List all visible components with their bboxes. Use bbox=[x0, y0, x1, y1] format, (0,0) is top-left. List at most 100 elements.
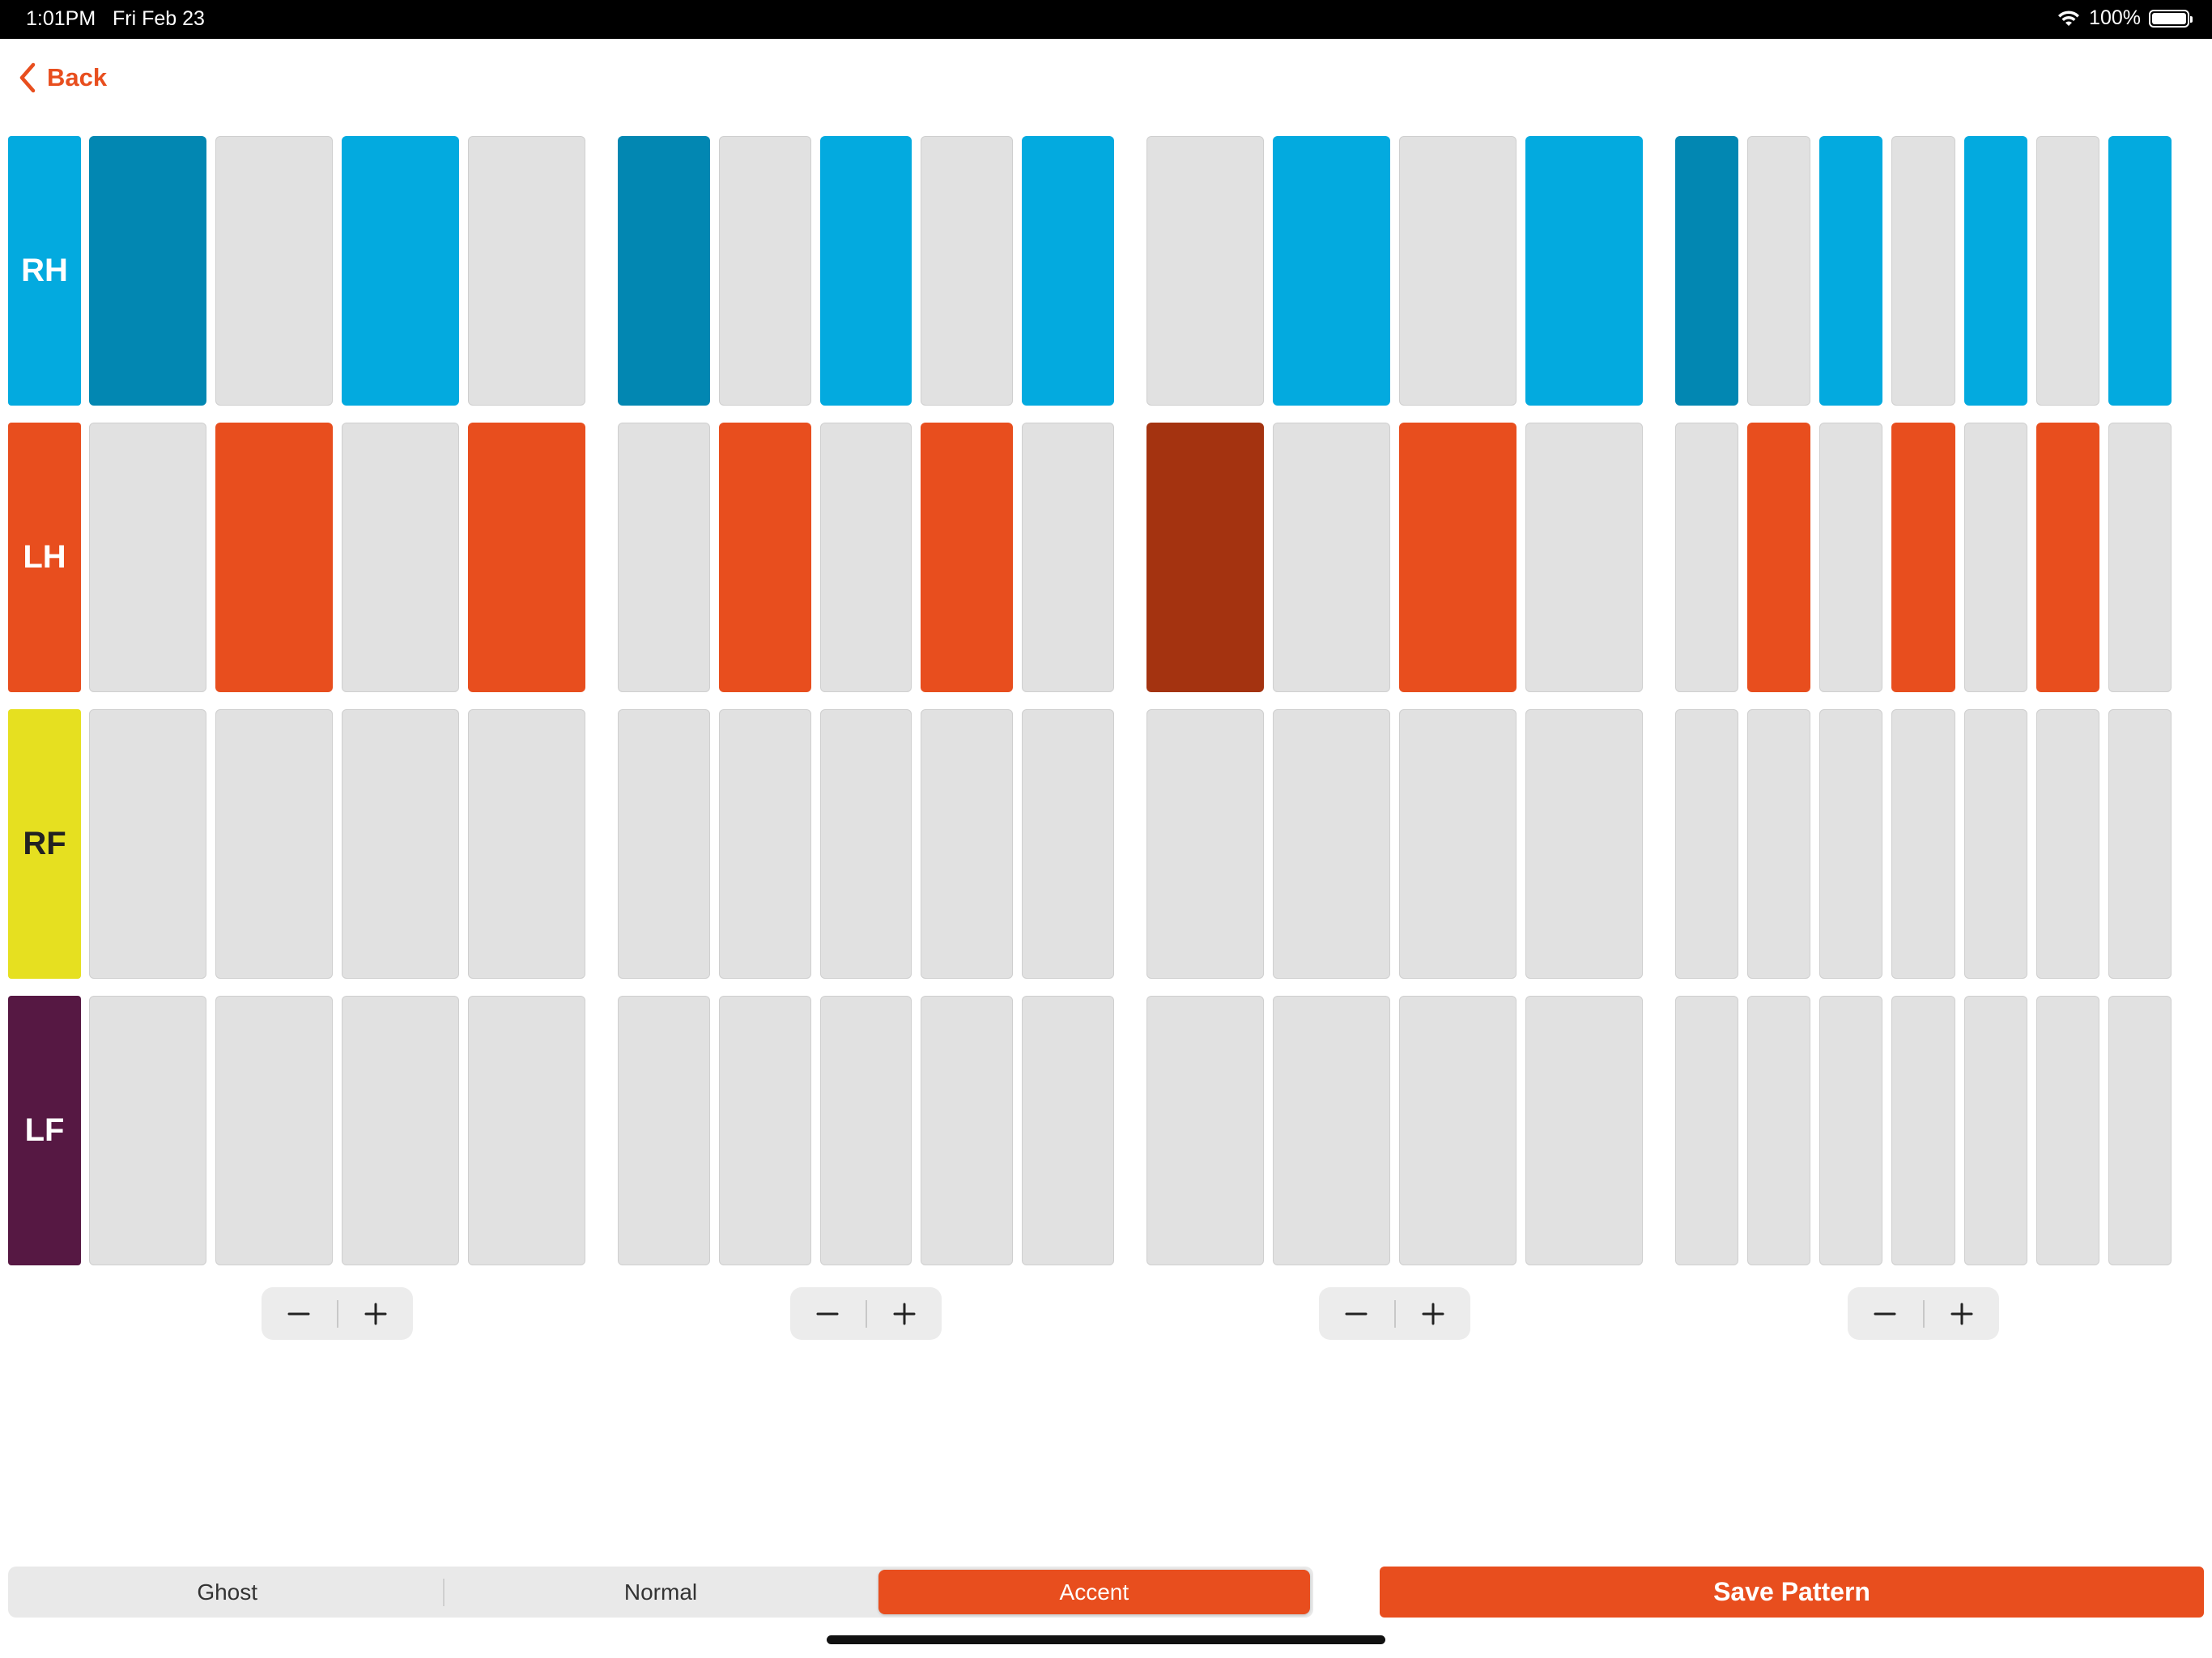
beat-4-lf-step-2[interactable] bbox=[1747, 996, 1811, 1265]
segment-normal[interactable]: Normal bbox=[623, 1579, 698, 1605]
beat-4-rf-step-7[interactable] bbox=[2108, 709, 2172, 979]
beat-4-lf-step-5[interactable] bbox=[1963, 996, 2027, 1265]
beat-3-lh-step-4[interactable] bbox=[1525, 423, 1643, 692]
beat-2-rf-step-3[interactable] bbox=[819, 709, 912, 979]
beat-4-rh-step-5[interactable] bbox=[1963, 136, 2027, 406]
beat-1-lf-step-4[interactable] bbox=[468, 996, 585, 1265]
beat-3-rf-step-4[interactable] bbox=[1525, 709, 1643, 979]
increment-button[interactable] bbox=[867, 1287, 942, 1340]
increment-button[interactable] bbox=[1925, 1287, 2000, 1340]
beat-3-rh-step-2[interactable] bbox=[1273, 136, 1390, 406]
beat-1-rf-step-3[interactable] bbox=[342, 709, 459, 979]
beat-4-lf-step-1[interactable] bbox=[1675, 996, 1739, 1265]
beat-3-rf-step-3[interactable] bbox=[1399, 709, 1516, 979]
beat-3-lh-step-1[interactable] bbox=[1146, 423, 1264, 692]
save-pattern-button[interactable]: Save Pattern bbox=[1380, 1567, 2204, 1618]
beat-4-lf-step-7[interactable] bbox=[2108, 996, 2172, 1265]
beat-1-lf-step-1[interactable] bbox=[89, 996, 206, 1265]
decrement-button[interactable] bbox=[1848, 1287, 1923, 1340]
decrement-button[interactable] bbox=[262, 1287, 337, 1340]
beat-4-lf-step-3[interactable] bbox=[1819, 996, 1883, 1265]
beat-2-lf-step-2[interactable] bbox=[718, 996, 811, 1265]
beat-3-lf-step-2[interactable] bbox=[1273, 996, 1390, 1265]
beat-2-rf-step-1[interactable] bbox=[618, 709, 710, 979]
segment-divider bbox=[443, 1578, 445, 1606]
beat-4-rh-step-4[interactable] bbox=[1891, 136, 1955, 406]
beat-3-rh-step-4[interactable] bbox=[1525, 136, 1643, 406]
beat-2-rf-step-4[interactable] bbox=[921, 709, 1014, 979]
beat-1-lh-step-3[interactable] bbox=[342, 423, 459, 692]
beat-4-lh-step-4[interactable] bbox=[1891, 423, 1955, 692]
beat-1-rh-step-2[interactable] bbox=[215, 136, 333, 406]
beat-2-rh-step-2[interactable] bbox=[718, 136, 811, 406]
beat-1-rh-step-1[interactable] bbox=[89, 136, 206, 406]
beat-1-rf-step-2[interactable] bbox=[215, 709, 333, 979]
limb-label-rf: RF bbox=[8, 709, 81, 979]
beat-2-lf-step-5[interactable] bbox=[1022, 996, 1114, 1265]
segment-accent[interactable]: Accent bbox=[878, 1570, 1310, 1614]
beat-4-rh-step-2[interactable] bbox=[1747, 136, 1811, 406]
beat-1-rf-step-1[interactable] bbox=[89, 709, 206, 979]
beat-2-lf-step-3[interactable] bbox=[819, 996, 912, 1265]
beat-1-lh-step-1[interactable] bbox=[89, 423, 206, 692]
beat-4-rh-step-3[interactable] bbox=[1819, 136, 1883, 406]
beat-2-rh-step-1[interactable] bbox=[618, 136, 710, 406]
decrement-button[interactable] bbox=[790, 1287, 866, 1340]
back-button[interactable]: Back bbox=[18, 62, 107, 94]
beat-1-rf-step-4[interactable] bbox=[468, 709, 585, 979]
beat-1-rh-step-4[interactable] bbox=[468, 136, 585, 406]
segment-ghost[interactable]: Ghost bbox=[197, 1579, 258, 1605]
beat-2-lh-step-4[interactable] bbox=[921, 423, 1014, 692]
beat-2-rf-step-5[interactable] bbox=[1022, 709, 1114, 979]
beat-4-lh-step-2[interactable] bbox=[1747, 423, 1811, 692]
beat-3-lf-step-3[interactable] bbox=[1399, 996, 1516, 1265]
beat-3-lf-step-1[interactable] bbox=[1146, 996, 1264, 1265]
beat-2-rf-step-2[interactable] bbox=[718, 709, 811, 979]
beat-4-lf-step-4[interactable] bbox=[1891, 996, 1955, 1265]
beat-3-rh-step-1[interactable] bbox=[1146, 136, 1264, 406]
increment-button[interactable] bbox=[338, 1287, 414, 1340]
decrement-button[interactable] bbox=[1319, 1287, 1394, 1340]
beat-3-lf-step-4[interactable] bbox=[1525, 996, 1643, 1265]
beat-1-subdivision-stepper bbox=[262, 1287, 413, 1340]
back-label: Back bbox=[47, 63, 108, 91]
beat-4-rh-step-7[interactable] bbox=[2108, 136, 2172, 406]
beat-4-lh-step-7[interactable] bbox=[2108, 423, 2172, 692]
beat-4-rf-step-6[interactable] bbox=[2035, 709, 2099, 979]
beat-4-rf-step-5[interactable] bbox=[1963, 709, 2027, 979]
beat-4-rf-step-2[interactable] bbox=[1747, 709, 1811, 979]
beat-2-lh-step-2[interactable] bbox=[718, 423, 811, 692]
beat-4-lh-step-1[interactable] bbox=[1675, 423, 1739, 692]
beat-2-lh-step-3[interactable] bbox=[819, 423, 912, 692]
beat-4-lh-step-3[interactable] bbox=[1819, 423, 1883, 692]
beat-2-lf-step-1[interactable] bbox=[618, 996, 710, 1265]
beat-4-lh-step-5[interactable] bbox=[1963, 423, 2027, 692]
beat-2-rh-step-3[interactable] bbox=[819, 136, 912, 406]
beat-3-rf-step-1[interactable] bbox=[1146, 709, 1264, 979]
beat-1-lh-step-4[interactable] bbox=[468, 423, 585, 692]
beat-2-lf-step-4[interactable] bbox=[921, 996, 1014, 1265]
beat-4-rh-step-1[interactable] bbox=[1675, 136, 1739, 406]
beat-4-rf-step-4[interactable] bbox=[1891, 709, 1955, 979]
beat-4-rf-step-3[interactable] bbox=[1819, 709, 1883, 979]
beat-3-rf-step-2[interactable] bbox=[1273, 709, 1390, 979]
beat-2-lh-step-1[interactable] bbox=[618, 423, 710, 692]
increment-button[interactable] bbox=[1396, 1287, 1471, 1340]
beat-2-lh-step-5[interactable] bbox=[1022, 423, 1114, 692]
beat-4-rh-step-6[interactable] bbox=[2035, 136, 2099, 406]
beat-3-lh-step-3[interactable] bbox=[1399, 423, 1516, 692]
beat-1-lf-step-3[interactable] bbox=[342, 996, 459, 1265]
beat-3-lh-step-2[interactable] bbox=[1273, 423, 1390, 692]
beat-4-lh-step-6[interactable] bbox=[2035, 423, 2099, 692]
beat-1-rh-step-3[interactable] bbox=[342, 136, 459, 406]
status-right: 100% bbox=[2057, 6, 2193, 30]
home-indicator bbox=[827, 1635, 1385, 1644]
battery-percent: 100% bbox=[2089, 6, 2141, 29]
beat-4-lf-step-6[interactable] bbox=[2035, 996, 2099, 1265]
beat-4-rf-step-1[interactable] bbox=[1675, 709, 1739, 979]
beat-3-rh-step-3[interactable] bbox=[1399, 136, 1516, 406]
beat-1-lh-step-2[interactable] bbox=[215, 423, 333, 692]
beat-1-lf-step-2[interactable] bbox=[215, 996, 333, 1265]
beat-2-rh-step-5[interactable] bbox=[1022, 136, 1114, 406]
beat-2-rh-step-4[interactable] bbox=[921, 136, 1014, 406]
